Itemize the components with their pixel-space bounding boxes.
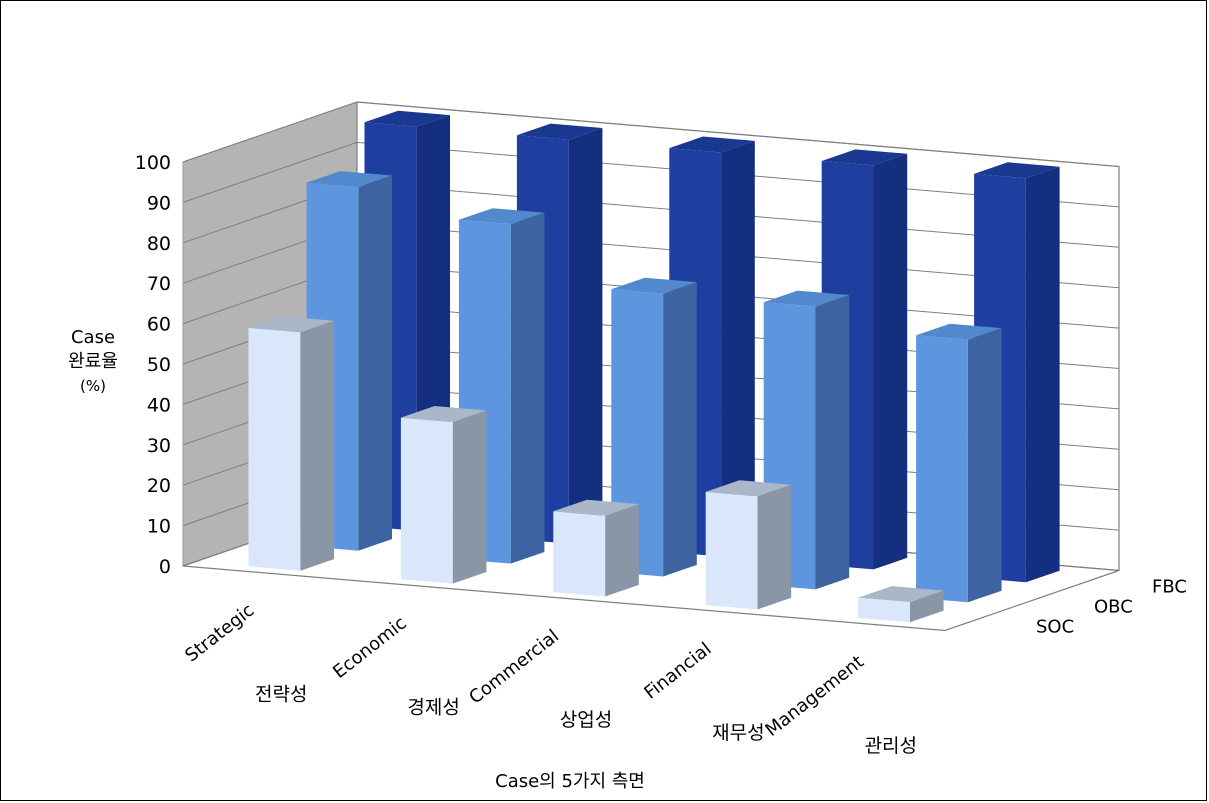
x-tick-label-en: Commercial — [465, 626, 563, 709]
y-tick-label: 80 — [147, 233, 171, 255]
bar-soc-strategic — [248, 316, 334, 571]
bar-side — [452, 410, 487, 584]
bar-soc-commercial — [553, 499, 639, 597]
y-tick-label: 10 — [147, 516, 171, 538]
y-axis-label-line: Case — [71, 327, 115, 348]
bar-soc-economic — [400, 406, 487, 584]
depth-label-soc: SOC — [1036, 616, 1074, 637]
bar-top — [516, 123, 603, 140]
bar-obc-management — [916, 323, 1002, 603]
x-tick-label-en: Financial — [640, 639, 715, 704]
bar-top — [669, 136, 755, 153]
bar-top — [858, 586, 944, 603]
y-axis-label-line: 완료율 — [68, 351, 118, 372]
bar-side — [605, 504, 639, 597]
y-tick-label: 30 — [147, 435, 171, 457]
y-tick-label: 50 — [147, 354, 171, 376]
bar-top — [306, 171, 392, 188]
y-tick-label: 40 — [147, 394, 171, 416]
depth-label-fbc: FBC — [1152, 576, 1187, 597]
bar-front — [858, 597, 910, 623]
y-tick-label: 60 — [147, 314, 171, 336]
bar-side — [568, 128, 603, 544]
bar-side — [721, 140, 755, 557]
x-tick-label-en: Management — [762, 651, 868, 741]
bar-front — [705, 491, 758, 610]
y-tick-label: 100 — [135, 152, 171, 174]
x-tick-label-ko: 재무성 — [712, 722, 764, 744]
bar-top — [821, 149, 908, 166]
bar-top — [553, 499, 639, 516]
bar-front — [553, 511, 606, 597]
bar-soc-management — [858, 586, 944, 623]
bar-top — [763, 290, 850, 307]
y-tick-label: 70 — [147, 273, 171, 295]
bar-side — [1025, 166, 1060, 583]
bar-top — [705, 480, 792, 497]
bar-side — [757, 484, 792, 610]
bar-side — [873, 153, 908, 570]
bar-top — [611, 277, 697, 294]
bar-side — [909, 590, 944, 623]
bar-top — [974, 162, 1060, 179]
x-tick-label-ko: 관리성 — [865, 735, 917, 757]
bar-top — [248, 316, 334, 333]
y-tick-label: 20 — [147, 475, 171, 497]
bar-soc-financial — [705, 480, 792, 610]
y-tick-label: 90 — [147, 192, 171, 214]
y-tick-label: 0 — [159, 556, 171, 578]
bar-front — [916, 335, 968, 603]
bar-front — [400, 417, 453, 584]
x-axis-title: Case의 5가지 측면 — [495, 771, 645, 792]
gridline — [182, 101, 1120, 167]
x-tick-label-en: Strategic — [181, 600, 258, 667]
bar-front — [248, 328, 301, 571]
depth-label-obc: OBC — [1094, 596, 1133, 617]
bar-top — [458, 208, 545, 225]
bar-side — [815, 295, 850, 590]
bar-side — [300, 320, 334, 571]
bar-side — [358, 175, 392, 551]
bar-side — [967, 328, 1002, 603]
x-tick-label-ko: 전략성 — [255, 683, 307, 705]
bar-top — [400, 406, 487, 422]
bars — [248, 110, 1060, 623]
y-axis-label-line: (%) — [80, 377, 106, 395]
x-tick-label-ko: 상업성 — [560, 709, 612, 731]
x-tick-label-ko: 경제성 — [407, 696, 459, 718]
bar-top — [364, 110, 450, 127]
bar-side — [510, 212, 545, 564]
bar-top — [916, 323, 1002, 340]
bar-side — [663, 282, 697, 577]
x-tick-label-en: Economic — [329, 613, 411, 683]
